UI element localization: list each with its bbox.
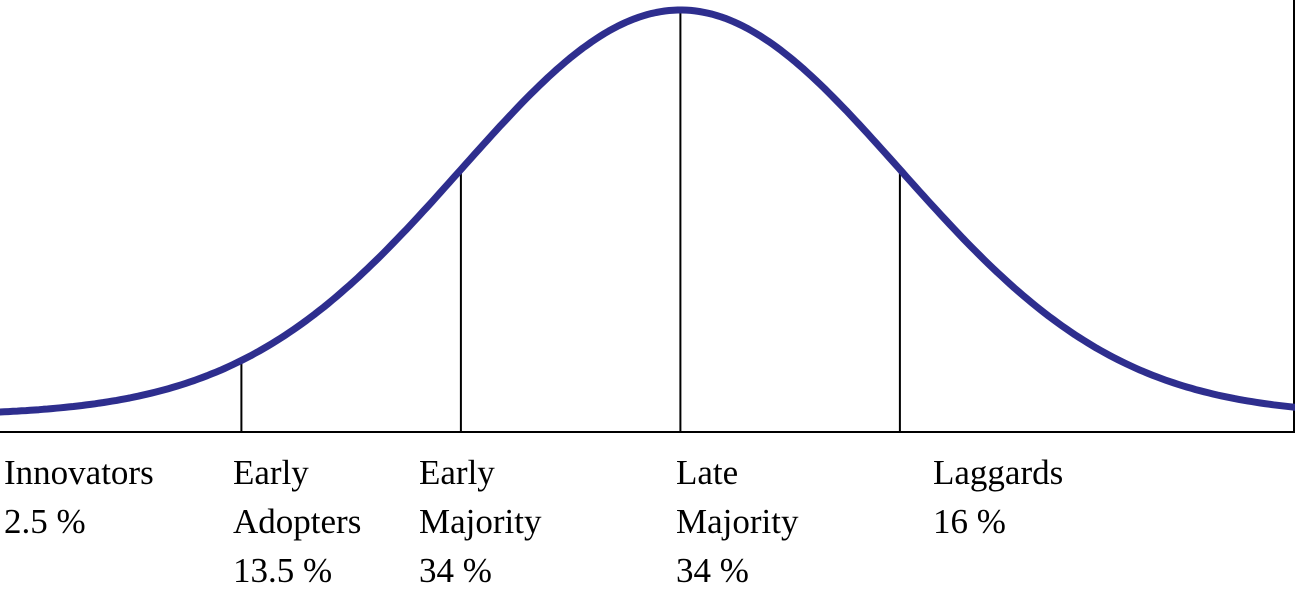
label-late-majority-line2: Majority (676, 502, 799, 541)
label-early-adopters: Early Adopters 13.5 % (233, 448, 361, 595)
label-early-adopters-line1: Early (233, 453, 309, 492)
adoption-curve-diagram (0, 0, 1295, 433)
label-early-majority: Early Majority 34 % (419, 448, 541, 595)
label-innovators: Innovators 2.5 % (4, 448, 154, 546)
label-innovators-name: Innovators (4, 453, 154, 492)
label-laggards-name: Laggards (933, 453, 1064, 492)
label-early-majority-percent: 34 % (419, 551, 492, 590)
label-early-majority-line2: Majority (419, 502, 542, 541)
label-late-majority-percent: 34 % (676, 551, 749, 590)
label-laggards: Laggards 16 % (933, 448, 1063, 546)
label-laggards-percent: 16 % (933, 502, 1006, 541)
label-early-adopters-line2: Adopters (233, 502, 362, 541)
label-late-majority: Late Majority 34 % (676, 448, 798, 595)
bell-curve (0, 6, 1295, 416)
segment-dividers (240, 10, 901, 432)
label-early-majority-line1: Early (419, 453, 495, 492)
label-innovators-percent: 2.5 % (4, 502, 86, 541)
label-early-adopters-percent: 13.5 % (233, 551, 333, 590)
label-late-majority-line1: Late (676, 453, 739, 492)
